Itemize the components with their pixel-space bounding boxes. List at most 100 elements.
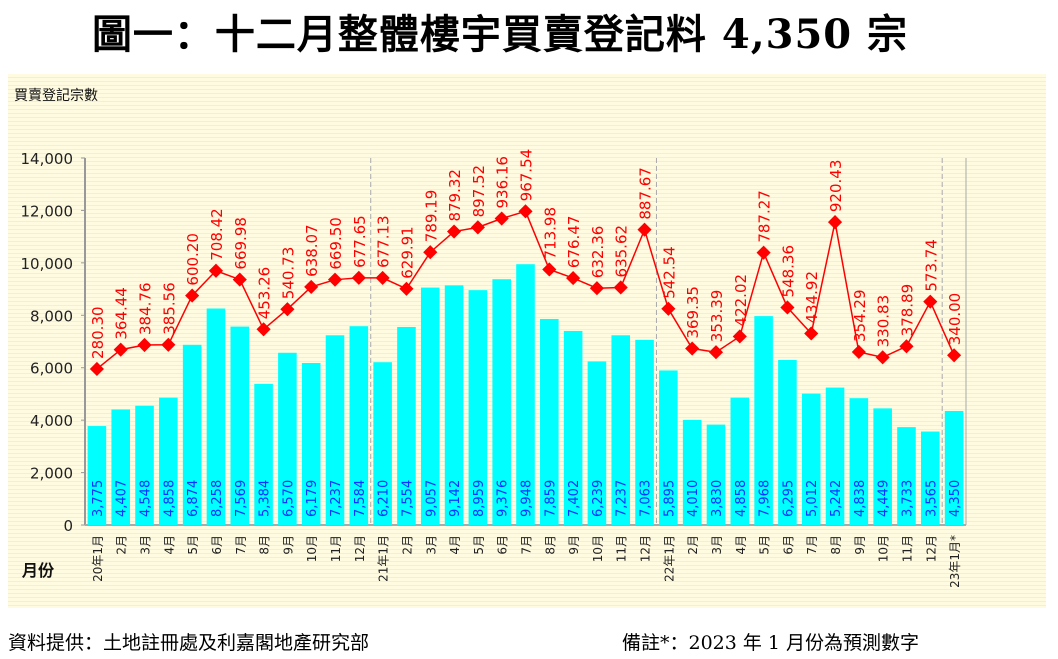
- y-tick-label: 8,000: [30, 307, 73, 325]
- x-tick-label: 12月: [924, 535, 938, 562]
- bar: [230, 326, 250, 525]
- line-value-label: 573.74: [922, 239, 940, 291]
- line-marker: [89, 361, 104, 377]
- line-value-label: 280.30: [89, 306, 107, 359]
- bar: [873, 408, 892, 525]
- bar: [87, 426, 107, 525]
- line-value-label: 669.98: [232, 217, 250, 270]
- bar: [254, 383, 273, 525]
- bar: [611, 335, 631, 525]
- bar-value-label: 7,237: [329, 480, 344, 517]
- line-marker: [470, 220, 485, 235]
- line-marker: [351, 270, 366, 285]
- line-value-label: 676.47: [565, 216, 583, 269]
- bar-value-label: 6,239: [591, 480, 606, 517]
- bar-value-label: 5,384: [258, 480, 273, 517]
- bar-value-label: 3,775: [91, 480, 106, 517]
- source-note: 資料提供：土地註冊處及利嘉閣地產研究部: [8, 632, 370, 654]
- line-marker: [185, 288, 200, 303]
- line-marker: [304, 279, 319, 294]
- line-value-label: 548.36: [779, 245, 797, 297]
- x-tick-label: 8月: [543, 535, 557, 555]
- bar: [278, 352, 297, 525]
- bar: [897, 427, 916, 525]
- x-tick-label: 20年1月: [91, 535, 105, 582]
- x-tick-label: 5月: [186, 535, 200, 555]
- x-tick-label: 11月: [900, 535, 914, 562]
- line-value-label: 353.39: [708, 290, 726, 343]
- x-tick-label: 10月: [877, 535, 891, 562]
- line-value-label: 453.26: [256, 267, 274, 320]
- line-value-label: 713.98: [541, 207, 559, 260]
- line-value-label: 897.52: [470, 165, 488, 218]
- line-marker: [542, 262, 557, 277]
- bar-value-label: 9,948: [520, 480, 535, 517]
- line-marker: [613, 280, 628, 295]
- x-tick-label: 3月: [424, 535, 438, 555]
- bar-value-label: 8,258: [210, 480, 225, 517]
- bar-value-label: 4,407: [115, 480, 130, 517]
- line-value-label: 677.65: [351, 215, 369, 268]
- line-value-label: 330.83: [875, 295, 893, 348]
- x-tick-label: 8月: [258, 535, 272, 555]
- bar: [349, 326, 369, 525]
- x-tick-label: 7月: [805, 535, 819, 555]
- chart-title: 圖一：十二月整體樓宇買賣登記料 4,350 宗: [91, 11, 909, 58]
- line-marker: [161, 337, 176, 352]
- x-tick-label: 8月: [829, 535, 843, 555]
- x-tick-label: 6月: [496, 535, 510, 555]
- x-tick-label: 2月: [686, 535, 700, 555]
- bar-value-label: 9,057: [424, 480, 439, 517]
- line-value-label: 789.19: [422, 190, 440, 243]
- bar: [135, 405, 154, 525]
- x-tick-label: 3月: [710, 535, 724, 555]
- bar: [825, 387, 845, 525]
- bar: [659, 370, 678, 525]
- line-value-label: 708.42: [208, 208, 226, 261]
- line-value-label: 542.54: [660, 246, 678, 298]
- bar-value-label: 4,449: [877, 480, 892, 517]
- x-tick-label: 7月: [520, 535, 534, 555]
- bar-value-label: 7,402: [567, 480, 582, 517]
- line-marker: [804, 326, 819, 341]
- bar-value-label: 7,237: [615, 480, 630, 517]
- x-axis-label: 月份: [21, 561, 55, 580]
- x-tick-label: 6月: [210, 535, 224, 555]
- line-value-label: 936.16: [494, 156, 512, 209]
- bar-value-label: 4,548: [139, 480, 154, 517]
- x-tick-label: 10月: [305, 535, 319, 562]
- line-marker: [899, 339, 914, 354]
- bar: [778, 359, 797, 525]
- x-tick-label: 4月: [734, 535, 748, 555]
- line-marker: [923, 294, 938, 309]
- bar-value-label: 7,569: [234, 480, 249, 517]
- bar-value-label: 8,959: [472, 480, 487, 517]
- bar: [159, 397, 178, 525]
- bar: [849, 398, 869, 525]
- bar-value-label: 9,376: [496, 480, 511, 517]
- line-value-label: 669.50: [327, 217, 345, 270]
- line-marker: [637, 222, 652, 237]
- remark-note: 備註*：2023 年 1 月份為預測數字: [622, 632, 920, 654]
- bar-value-label: 4,350: [948, 480, 963, 517]
- line-value-label: 369.35: [684, 286, 702, 339]
- bar: [563, 330, 583, 525]
- line-marker: [708, 345, 724, 360]
- y-tick-label: 2,000: [30, 465, 73, 483]
- line-marker: [232, 272, 247, 287]
- bar: [706, 424, 726, 525]
- bar-value-label: 6,295: [781, 480, 796, 517]
- x-tick-label: 7月: [234, 535, 248, 555]
- bar-value-label: 7,968: [758, 480, 773, 517]
- line-value-label: 340.00: [946, 293, 964, 346]
- line-marker: [327, 272, 343, 287]
- x-tick-label: 12月: [639, 535, 653, 562]
- line-value-label: 384.76: [137, 282, 155, 335]
- bar: [920, 431, 940, 525]
- line-marker: [375, 270, 390, 286]
- bar: [516, 264, 535, 525]
- bar: [325, 335, 345, 525]
- x-tick-label: 23年1月*: [948, 535, 962, 588]
- bar-value-label: 6,179: [305, 480, 320, 517]
- line-marker: [756, 245, 771, 260]
